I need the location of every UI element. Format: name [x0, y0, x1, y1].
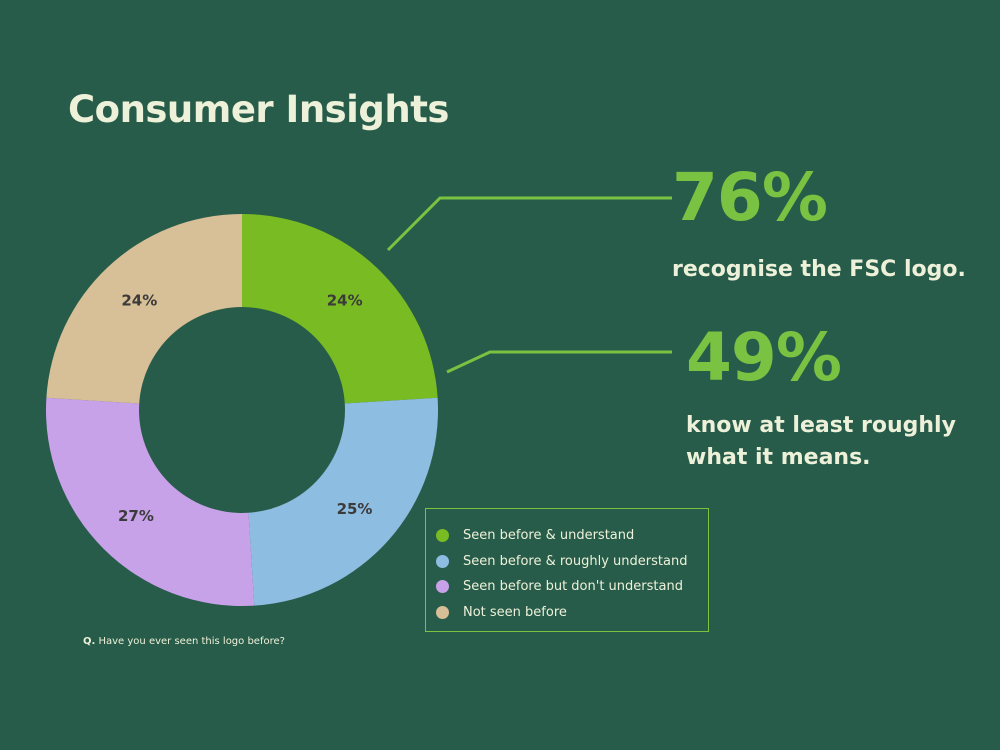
callout-line-1	[386, 196, 672, 252]
legend-item: Seen before & understand	[436, 523, 708, 549]
chart-legend: Seen before & understand Seen before & r…	[425, 508, 709, 632]
legend-label: Not seen before	[463, 604, 567, 620]
footnote-text: Have you ever seen this logo before?	[95, 636, 285, 647]
donut-slice	[242, 214, 438, 404]
slice-label: 24%	[327, 292, 363, 310]
legend-swatch	[436, 554, 449, 568]
donut-slice	[45, 397, 255, 606]
legend-swatch	[436, 605, 449, 619]
stat-understand-value: 49%	[686, 319, 842, 396]
legend-item: Not seen before	[436, 600, 708, 626]
footnote: Q. Have you ever seen this logo before?	[83, 636, 285, 647]
donut-slice	[248, 397, 438, 606]
slice-label: 25%	[337, 500, 373, 518]
stat-recognise-value: 76%	[672, 159, 828, 236]
footnote-prefix: Q.	[83, 636, 96, 647]
stat-understand-text: know at least roughly what it means.	[686, 413, 956, 470]
legend-swatch	[436, 529, 449, 543]
legend-label: Seen before & roughly understand	[463, 553, 688, 569]
legend-swatch	[436, 580, 449, 594]
slice-label: 24%	[121, 292, 157, 310]
callout-line-2	[446, 350, 672, 374]
page-title: Consumer Insights	[68, 88, 449, 131]
stat-recognise-text: recognise the FSC logo.	[672, 257, 966, 282]
legend-item: Seen before & roughly understand	[436, 549, 708, 575]
slice-label: 27%	[118, 507, 154, 525]
legend-label: Seen before & understand	[463, 528, 635, 544]
legend-label: Seen before but don't understand	[463, 579, 683, 595]
donut-slice	[46, 214, 242, 404]
legend-item: Seen before but don't understand	[436, 574, 708, 600]
